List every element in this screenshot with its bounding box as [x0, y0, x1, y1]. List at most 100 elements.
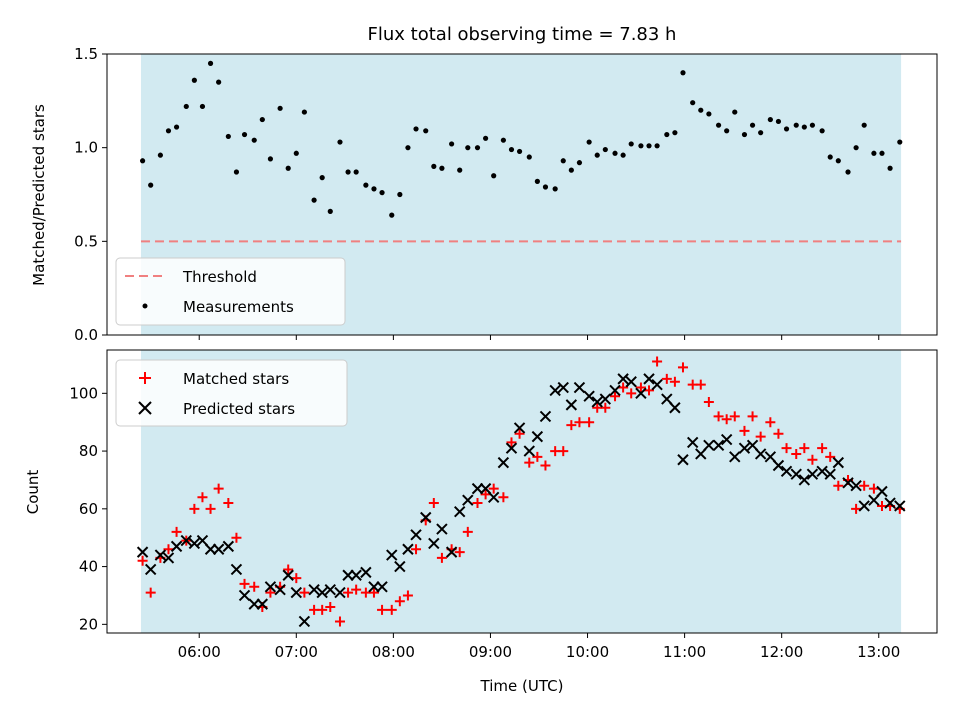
measurement-point	[405, 145, 411, 151]
measurement-point	[474, 145, 481, 151]
measurement-point	[319, 175, 325, 181]
matched-star-point	[600, 402, 611, 413]
predicted-star-point	[479, 482, 492, 495]
measurement-point	[724, 128, 730, 134]
predicted-star-point	[360, 566, 372, 579]
predicted-star-point	[513, 422, 526, 434]
predicted-star-point	[428, 537, 440, 550]
predicted-star-point	[162, 552, 175, 564]
top-x-ticks	[198, 335, 880, 340]
top-y-axis: 0.0 0.5 1.0 1.5	[74, 45, 107, 344]
predicted-star-point	[565, 399, 578, 411]
predicted-star-point	[772, 459, 785, 472]
predicted-star-point	[222, 540, 235, 553]
predicted-star-point	[256, 598, 269, 610]
x-tick-label: 08:00	[372, 643, 415, 661]
predicted-star-point	[497, 456, 510, 469]
matched-star-point	[677, 362, 688, 373]
measurement-point	[690, 100, 696, 106]
matched-star-point	[755, 431, 766, 442]
bottom-x-axis: 06:00 07:00 08:00 09:00 10:00 11:00 12:00 13:00	[178, 633, 900, 661]
measurement-point	[654, 143, 660, 149]
chart-title: Flux total observing time = 7.83 h	[368, 24, 677, 45]
predicted-star-point	[643, 373, 655, 385]
measurement-point	[173, 124, 180, 130]
measurement-point	[560, 158, 566, 164]
predicted-star-point	[436, 523, 448, 535]
x-tick-label: 11:00	[663, 643, 706, 661]
y-tick-label: 80	[79, 442, 98, 460]
measurement-point	[845, 169, 851, 175]
matched-star-point	[713, 411, 724, 422]
measurement-point	[628, 141, 634, 147]
measurement-point	[353, 169, 359, 175]
predicted-star-point	[824, 468, 836, 480]
matched-star-point	[145, 587, 156, 598]
predicted-star-point	[505, 442, 518, 454]
predicted-star-point	[720, 433, 733, 446]
matched-star-point	[574, 417, 585, 428]
predicted-star-point	[188, 537, 201, 550]
measurement-point	[534, 178, 540, 184]
measurement-point	[749, 122, 756, 128]
matched-star-point	[205, 503, 216, 514]
matched-star-point	[817, 443, 828, 454]
matched-star-point	[669, 376, 680, 387]
matched-star-point	[661, 373, 672, 384]
x-tick-label: 09:00	[469, 643, 512, 661]
y-tick-label: 0.0	[74, 326, 98, 344]
matched-star-point	[498, 492, 509, 503]
legend-predicted-swatch	[138, 401, 152, 415]
y-tick-label: 100	[69, 384, 98, 402]
matched-star-point	[343, 587, 354, 598]
y-tick-label: 0.5	[74, 232, 98, 250]
measurement-point	[879, 150, 885, 156]
matched-star-point	[703, 396, 714, 407]
measurement-point	[423, 128, 429, 134]
predicted-star-point	[780, 465, 793, 477]
matched-star-point	[137, 555, 148, 566]
measurement-point	[371, 186, 377, 192]
measurement-point	[165, 128, 172, 134]
measurement-point	[552, 186, 558, 192]
matched-star-point	[291, 573, 302, 584]
measurement-point	[491, 173, 497, 179]
matched-star-point	[368, 587, 379, 598]
legend-measurement-label: Measurements	[183, 298, 294, 316]
predicted-star-point	[868, 494, 880, 506]
predicted-star-point	[754, 448, 767, 460]
x-tick-label: 10:00	[566, 643, 609, 661]
matched-star-point	[540, 460, 551, 471]
measurement-point	[767, 116, 773, 123]
predicted-star-point	[290, 586, 303, 599]
measurement-point	[363, 182, 369, 188]
matched-star-point	[351, 584, 362, 595]
measurement-point	[732, 109, 738, 115]
matched-star-point	[231, 532, 242, 543]
measurement-point	[148, 182, 154, 188]
predicted-star-point	[324, 583, 336, 596]
measurement-point	[259, 116, 265, 123]
measurement-point	[389, 212, 395, 218]
matched-star-point	[791, 448, 802, 459]
predicted-star-point	[764, 451, 777, 463]
matched-star-point	[480, 489, 491, 500]
predicted-star-point	[394, 560, 406, 573]
bottom-legend: Matched stars Predicted stars	[115, 359, 348, 427]
measurement-point	[568, 167, 574, 173]
matched-star-point	[635, 382, 646, 393]
measurement-point	[638, 143, 644, 149]
measurement-point	[508, 146, 515, 153]
predicted-star-point	[686, 436, 699, 449]
measurement-point	[871, 150, 877, 156]
measurement-point	[439, 165, 445, 171]
matched-star-point	[249, 581, 260, 592]
predicted-star-point	[410, 529, 422, 541]
measurement-point	[397, 191, 403, 198]
predicted-star-point	[368, 581, 380, 593]
measurement-point	[602, 146, 608, 153]
predicted-star-point	[316, 586, 328, 599]
measurement-point	[801, 124, 807, 130]
measurement-point	[191, 77, 197, 83]
predicted-star-point	[599, 393, 612, 405]
